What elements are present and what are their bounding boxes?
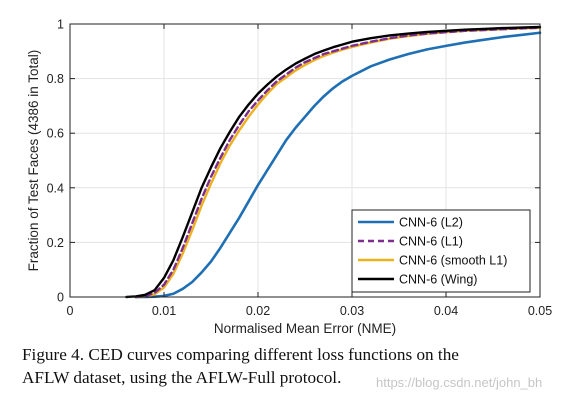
- caption-line-1: Figure 4. CED curves comparing different…: [22, 345, 459, 364]
- legend-entry: CNN-6 (L1): [399, 235, 463, 249]
- y-tick-label: 0.2: [47, 236, 64, 250]
- y-tick-label: 0.6: [47, 127, 64, 141]
- x-tick-label: 0.05: [528, 304, 552, 318]
- caption-line-2: AFLW dataset, using the AFLW-Full protoc…: [22, 368, 342, 387]
- x-tick-label: 0: [67, 304, 74, 318]
- x-axis-label: Normalised Mean Error (NME): [214, 321, 396, 336]
- x-tick-label: 0.03: [340, 304, 364, 318]
- series-line-cnn-6-l1: [134, 26, 542, 299]
- series-line-cnn-6-l2: [134, 31, 542, 299]
- x-tick-label: 0.01: [152, 304, 176, 318]
- x-tick-label: 0.02: [246, 304, 270, 318]
- x-tick-label: 0.04: [434, 304, 458, 318]
- ced-chart: 0 0.01 0.02 0.03 0.04 0.05 0 0.2 0.4 0.6 0.8 1 Norm…: [26, 18, 553, 337]
- axis-ticks: 0 0.01 0.02 0.03 0.04 0.05 0 0.2 0.4 0.6 0.8 1: [47, 18, 553, 319]
- legend-entry: CNN-6 (smooth L1): [399, 254, 507, 268]
- y-tick-label: 1: [57, 18, 64, 32]
- plot-frame: [69, 23, 541, 298]
- series-line-cnn-6-wing: [125, 25, 542, 299]
- legend-entry: CNN-6 (L2): [399, 216, 463, 230]
- y-axis-label: Fraction of Test Faces (4386 in Total): [26, 50, 41, 272]
- legend-entry: CNN-6 (Wing): [399, 273, 477, 287]
- figure-caption: Figure 4. CED curves comparing different…: [22, 343, 562, 389]
- y-tick-label: 0.8: [47, 72, 64, 86]
- watermark: https://blog.csdn.net/john_bh: [376, 375, 543, 390]
- y-tick-label: 0.4: [47, 181, 64, 195]
- legend: CNN-6 (L2) CNN-6 (L1) CNN-6 (smooth L1) CNN…: [351, 209, 531, 293]
- series-lines: [125, 25, 542, 299]
- y-tick-label: 0: [57, 291, 64, 305]
